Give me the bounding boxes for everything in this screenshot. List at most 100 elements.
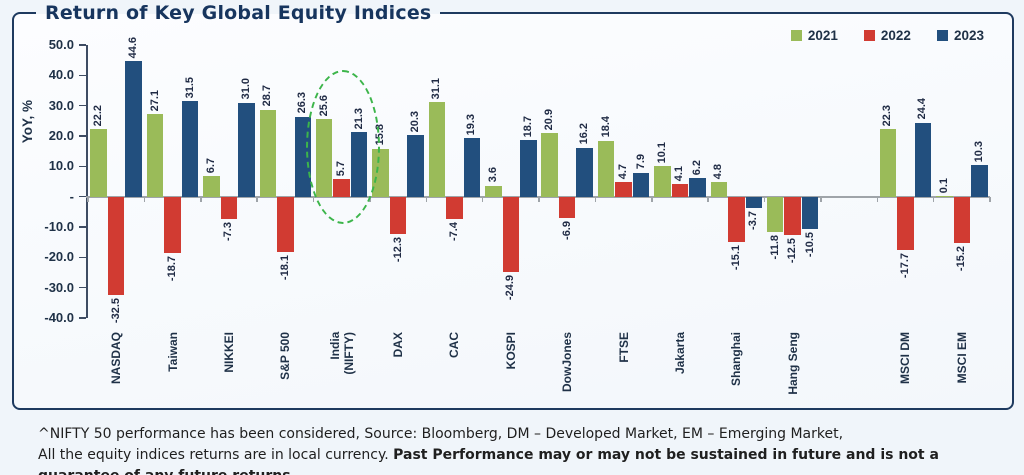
bar-2021-MSCI-EM (936, 196, 953, 197)
x-axis-baseline (86, 195, 990, 198)
bar-value-label: -7.4 (447, 222, 460, 242)
highlight-ellipse (305, 70, 380, 224)
bar-value-label: 31.5 (183, 76, 196, 99)
category-label-text: NASDAQ (109, 332, 124, 385)
y-tick (79, 165, 86, 168)
bar-value-label: 22.2 (92, 104, 105, 127)
category-label-FTSE: FTSE (595, 332, 651, 363)
category-label-NASDAQ: NASDAQ (88, 332, 144, 384)
bar-value-label: -3.7 (747, 210, 760, 230)
category-label-India: India (NIFTY) (314, 332, 370, 375)
bar-2022-NIKKEI (220, 196, 238, 219)
bar-2022-DAX (389, 196, 407, 234)
bar-2021-Taiwan (146, 114, 164, 197)
chart-legend: 2021 2022 2023 (790, 28, 984, 43)
bar-value-label: -17.7 (898, 253, 911, 279)
category-label-text: Hang Seng (785, 332, 800, 395)
footnote-line-2: All the equity indices returns are in lo… (38, 445, 1008, 475)
bar-2023-MSCI-EM (971, 165, 988, 197)
category-label-DAX: DAX (370, 332, 426, 357)
y-tick-label: 40.0 (48, 67, 74, 83)
bar-2022-S&P-500 (277, 196, 294, 252)
bar-2021-NIKKEI (203, 176, 220, 197)
bar-value-label: 4.8 (712, 163, 725, 180)
bar-2023-KOSPI (520, 139, 537, 197)
bar-2021-FTSE (597, 140, 615, 197)
bar-value-label: 3.6 (486, 167, 499, 183)
bar-value-label: 6.7 (204, 158, 217, 174)
footnote-line-2-bold: Past Performance may or may not be susta… (38, 447, 939, 475)
legend-label-2021: 2021 (807, 28, 838, 43)
bar-value-label: 20.9 (543, 108, 556, 131)
y-tick-label: - (69, 188, 74, 204)
bar-value-label: -7.3 (222, 221, 235, 241)
y-tick (79, 74, 86, 77)
category-label-text: DAX (391, 332, 406, 358)
bar-value-label: -10.5 (803, 231, 816, 257)
bar-2022-Taiwan (164, 196, 181, 254)
bar-value-label: 18.7 (521, 115, 534, 137)
legend-item-2022: 2022 (863, 28, 911, 43)
category-label-text: S&P 500 (278, 332, 293, 380)
category-label-text: MSCI DM (898, 332, 913, 384)
bar-value-label: 28.7 (261, 85, 274, 107)
x-boundary-tick (87, 196, 89, 202)
x-boundary-tick (312, 196, 315, 202)
category-label-DowJones: DowJones (539, 332, 595, 392)
bar-2022-Jakarta (671, 184, 689, 197)
bar-value-label: 18.4 (599, 116, 612, 138)
bar-2022-CAC (446, 196, 463, 220)
bar-2021-Jakarta (654, 166, 671, 197)
bar-2023-CAC (463, 138, 481, 197)
category-label-text: FTSE (616, 332, 631, 363)
bar-value-label: 16.2 (578, 123, 591, 145)
category-label-NIKKEI: NIKKEI (201, 332, 257, 373)
bar-value-label: 20.3 (409, 110, 422, 133)
category-label-text: CAC (447, 332, 462, 358)
x-boundary-tick (932, 196, 935, 202)
y-tick (79, 226, 86, 228)
bar-2023-Jakarta (689, 177, 706, 197)
x-boundary-tick (143, 196, 146, 202)
bar-value-label: 7.9 (634, 154, 647, 170)
legend-swatch-2023 (936, 30, 948, 41)
bar-value-label: -12.3 (391, 236, 404, 263)
category-label-Hang-Seng: Hang Seng (765, 332, 821, 395)
bar-value-label: -15.2 (955, 245, 968, 271)
plot-area: 50.0 40.0 30.0 20.0 10.0 - -10.0 -20.0 -30.0 -40.… (44, 37, 991, 325)
x-boundary-tick (481, 196, 484, 202)
bar-value-label: 0.1 (937, 178, 950, 194)
legend-item-2023: 2023 (936, 28, 984, 43)
bar-value-label: 26.3 (296, 92, 309, 114)
x-axis-labels: NASDAQ Taiwan NIKKEI S&P 500 India (NIFTY) DA… (88, 332, 990, 417)
x-boundary-tick (594, 196, 597, 202)
bar-2023-NIKKEI (238, 102, 255, 197)
legend-label-2023: 2023 (953, 28, 984, 43)
bar-value-label: 22.3 (881, 104, 894, 127)
x-boundary-tick (876, 196, 878, 202)
bar-2022-DowJones (558, 196, 576, 218)
y-tick (79, 317, 86, 319)
bar-2022-Hang-Seng (784, 196, 801, 235)
y-tick (79, 104, 86, 107)
y-tick-label: -40.0 (44, 310, 74, 325)
category-label-text: India (NIFTY) (327, 332, 356, 375)
bar-value-label: -6.9 (560, 220, 573, 240)
bar-value-label: -11.8 (768, 235, 781, 260)
bar-2022-MSCI-EM (953, 196, 971, 243)
bar-value-label: -18.1 (278, 254, 291, 280)
bar-2021-S&P-500 (259, 109, 277, 197)
category-label-text: Taiwan (165, 332, 180, 372)
bar-2022-NASDAQ (107, 196, 125, 296)
bar-2023-FTSE (632, 172, 650, 197)
category-label-S&P-500: S&P 500 (257, 332, 313, 380)
bar-value-label: 31.1 (430, 77, 443, 100)
bar-value-label: 27.1 (148, 90, 161, 112)
bar-2022-KOSPI (502, 196, 520, 273)
bar-2022-FTSE (615, 182, 632, 197)
x-boundary-tick (651, 196, 653, 202)
category-label-text: Jakarta (672, 332, 687, 375)
y-tick-label: 50.0 (48, 37, 74, 52)
y-tick-label: 30.0 (48, 97, 74, 113)
chart-title: Return of Key Global Equity Indices (45, 2, 432, 24)
